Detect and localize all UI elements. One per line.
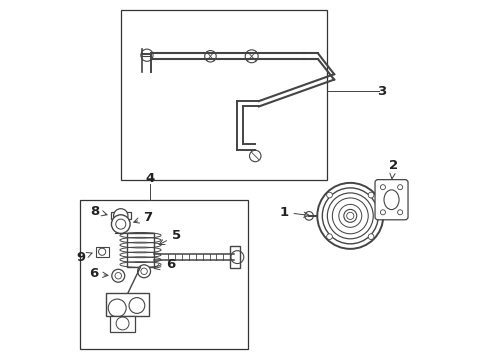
Bar xyxy=(121,10,326,180)
Circle shape xyxy=(113,209,128,223)
Circle shape xyxy=(397,185,402,190)
Circle shape xyxy=(326,234,332,239)
Text: 3: 3 xyxy=(376,85,386,98)
Circle shape xyxy=(249,150,261,162)
Circle shape xyxy=(326,192,332,198)
Circle shape xyxy=(141,49,153,61)
Text: 4: 4 xyxy=(145,172,155,185)
Text: 6: 6 xyxy=(154,258,175,271)
Bar xyxy=(80,200,247,348)
Circle shape xyxy=(380,185,385,190)
Text: 5: 5 xyxy=(159,229,181,244)
Circle shape xyxy=(304,212,313,220)
Bar xyxy=(96,247,108,257)
Bar xyxy=(110,316,135,332)
Text: 8: 8 xyxy=(90,205,107,218)
Circle shape xyxy=(367,192,373,198)
Text: 7: 7 xyxy=(134,211,152,224)
Circle shape xyxy=(111,215,130,233)
Circle shape xyxy=(244,50,258,63)
Text: 6: 6 xyxy=(89,267,108,280)
Circle shape xyxy=(397,210,402,215)
Circle shape xyxy=(367,234,373,239)
Text: 9: 9 xyxy=(77,251,92,264)
Text: 2: 2 xyxy=(388,159,397,179)
Bar xyxy=(230,246,240,268)
Circle shape xyxy=(204,50,216,62)
Circle shape xyxy=(137,265,150,278)
Bar xyxy=(110,212,131,220)
Circle shape xyxy=(112,269,124,282)
Circle shape xyxy=(343,210,356,222)
Text: 1: 1 xyxy=(279,206,308,219)
Bar xyxy=(106,293,149,316)
Bar xyxy=(127,233,154,267)
FancyBboxPatch shape xyxy=(374,180,407,220)
Circle shape xyxy=(380,210,385,215)
